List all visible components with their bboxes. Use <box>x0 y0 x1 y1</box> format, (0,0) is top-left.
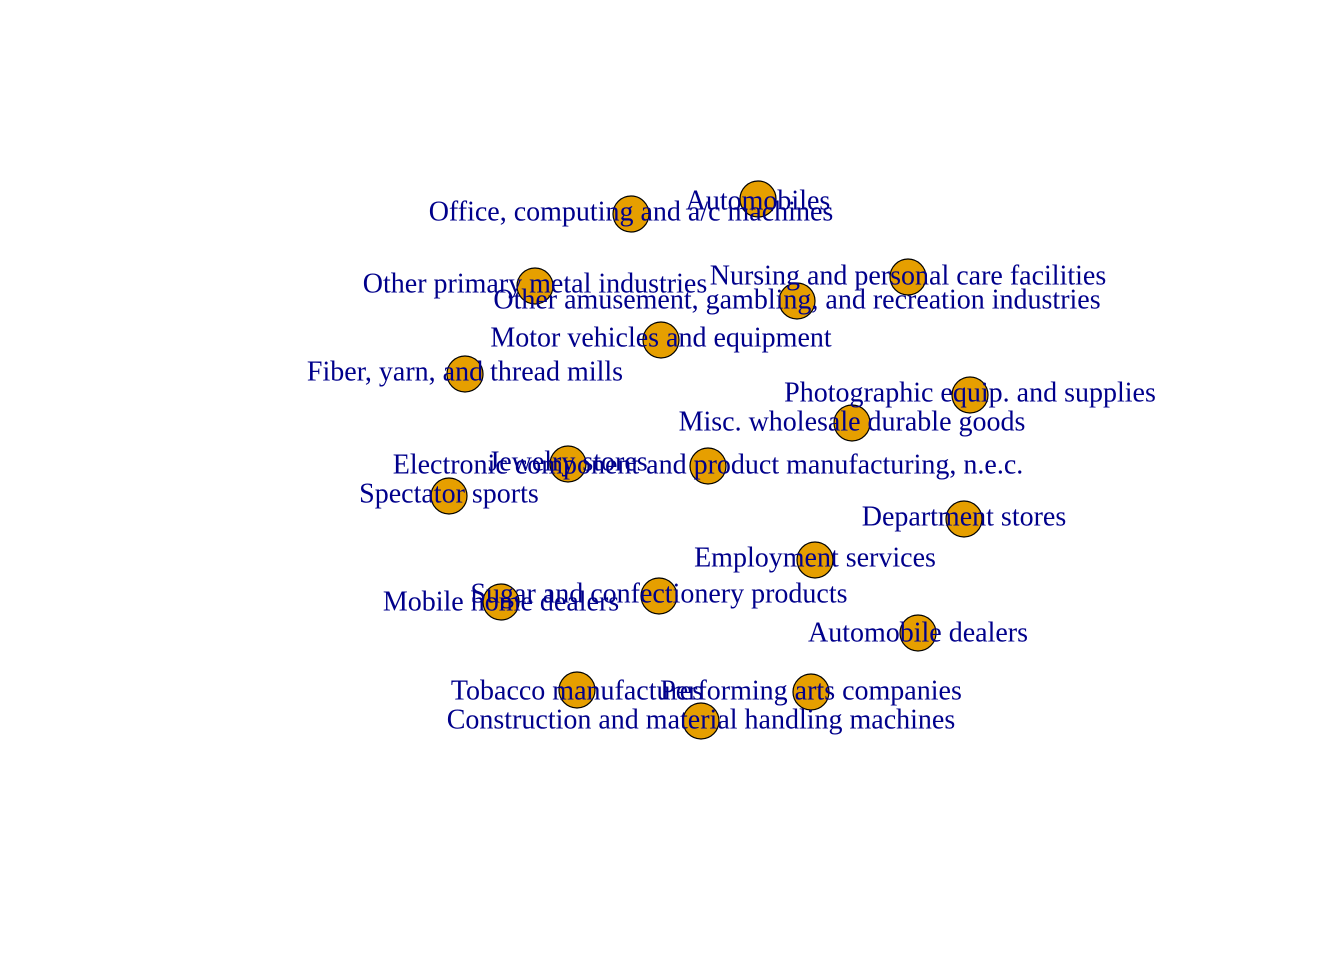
node-label-n14: Employment services <box>694 543 936 574</box>
node-label-n9: Misc. wholesale durable goods <box>679 407 1026 438</box>
node-label-n16: Mobile home dealers <box>383 587 619 618</box>
node-label-n15: Sugar and confectionery products <box>470 579 847 610</box>
node-label-n13: Department stores <box>862 502 1067 533</box>
node-circle-n12 <box>430 477 468 515</box>
nodes-layer <box>430 180 989 740</box>
node-label-n18: Tobacco manufactures <box>451 676 703 707</box>
node-circle-n16 <box>482 583 520 621</box>
node-circle-n11 <box>689 447 727 485</box>
node-circle-n9 <box>833 404 871 442</box>
node-circle-n5 <box>778 282 816 320</box>
node-label-n17: Automobile dealers <box>808 618 1028 649</box>
node-circle-n4 <box>516 267 554 305</box>
node-circle-n1 <box>739 180 777 218</box>
node-circle-n7 <box>446 355 484 393</box>
node-circle-n8 <box>951 376 989 414</box>
node-label-n11: Electronic component and product manufac… <box>393 450 1024 481</box>
node-circle-n6 <box>642 321 680 359</box>
node-circle-n13 <box>945 500 983 538</box>
node-label-n3: Nursing and personal care facilities <box>710 261 1107 292</box>
node-circle-n3 <box>889 258 927 296</box>
node-circle-n20 <box>682 702 720 740</box>
node-label-n2: Office, computing and a/c machines <box>429 197 834 228</box>
node-circle-n15 <box>640 577 678 615</box>
node-circle-n18 <box>558 671 596 709</box>
node-label-n10: Jewelry stores <box>488 447 647 478</box>
node-label-n12: Spectator sports <box>359 479 539 510</box>
node-label-n4: Other primary metal industries <box>363 269 707 300</box>
node-label-n19: Performing arts companies <box>660 676 962 707</box>
node-label-n20: Construction and material handling machi… <box>447 705 956 736</box>
node-label-n6: Motor vehicles and equipment <box>490 323 832 354</box>
node-circle-n14 <box>796 541 834 579</box>
node-label-n7: Fiber, yarn, and thread mills <box>307 357 623 388</box>
node-label-n5: Other amusement, gambling, and recreatio… <box>493 285 1100 316</box>
node-circle-n19 <box>792 673 830 711</box>
node-label-n8: Photographic equip. and supplies <box>784 378 1156 409</box>
node-circle-n10 <box>549 445 587 483</box>
node-circle-n2 <box>612 195 650 233</box>
node-label-n1: Automobiles <box>686 186 831 217</box>
node-circle-n17 <box>899 614 937 652</box>
